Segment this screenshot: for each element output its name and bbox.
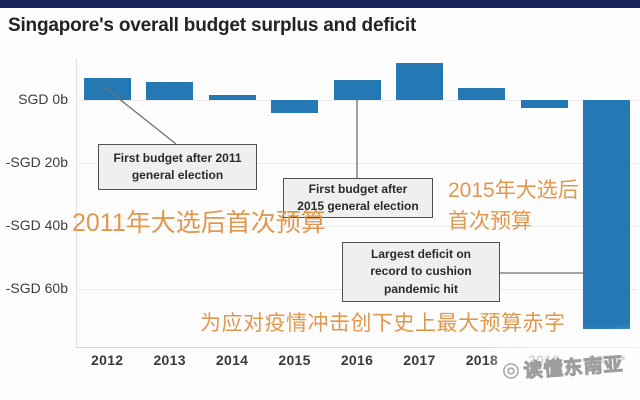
x-axis-line	[76, 347, 638, 348]
cn-annotation-2015: 2015年大选后 首次预算	[448, 175, 579, 237]
chart-title: Singapore's overall budget surplus and d…	[8, 15, 417, 36]
x-tick-label-2015: 2015	[278, 352, 311, 368]
y-tick-label: -SGD 40b	[5, 217, 68, 233]
y-tick-label: -SGD 60b	[5, 280, 68, 296]
annotation-line: 2015 general election	[297, 199, 419, 213]
annotation-line: record to cushion	[370, 264, 472, 279]
bar-2016	[333, 80, 381, 100]
bar-2018	[458, 88, 506, 100]
cn-annotation-line: 2015年大选后	[448, 179, 579, 202]
bar-2020*	[583, 100, 631, 329]
y-tick-label: -SGD 20b	[5, 154, 68, 170]
bar-2017	[395, 63, 443, 100]
x-tick-label-2017: 2017	[403, 352, 436, 368]
x-tick-label-2013: 2013	[153, 352, 186, 368]
annotation-line: First budget after	[308, 181, 408, 196]
gridline--40	[76, 226, 638, 227]
bar-2019	[520, 100, 568, 108]
x-tick-label-2016: 2016	[340, 352, 374, 368]
top-accent-bar	[0, 0, 640, 8]
cn-annotation-line: 首次预算	[448, 210, 532, 233]
y-tick-label: SGD 0b	[18, 91, 68, 107]
annotation-line: pandemic hit	[383, 281, 458, 296]
bar-2014	[208, 95, 256, 100]
annotation-line: Largest deficit on	[370, 246, 471, 261]
y-axis-line	[76, 58, 77, 347]
annotation-box-2011-election: First budget after 2011 general election	[98, 144, 257, 190]
bar-2013	[146, 82, 194, 100]
watermark-logo-icon: ◎	[501, 358, 521, 382]
leader-line-2011	[102, 85, 177, 145]
x-tick-label-2012: 2012	[91, 352, 124, 368]
annotation-line: First budget after 2011	[113, 150, 242, 165]
x-tick-label-2018: 2018	[465, 352, 499, 368]
cn-annotation-2011: 2011年大选后首次预算	[72, 209, 326, 237]
x-tick-label-2014: 2014	[215, 352, 249, 368]
annotation-line: general election	[131, 168, 224, 182]
bar-2015	[271, 100, 319, 113]
annotation-box-2015-election: First budget after 2015 general election	[283, 178, 433, 218]
cn-annotation-2020: 为应对疫情冲击创下史上最大预算赤字	[200, 312, 566, 335]
annotation-box-2020-deficit: Largest deficit on record to cushion pan…	[342, 242, 500, 302]
watermark-text: 读懂东南亚	[522, 353, 625, 382]
